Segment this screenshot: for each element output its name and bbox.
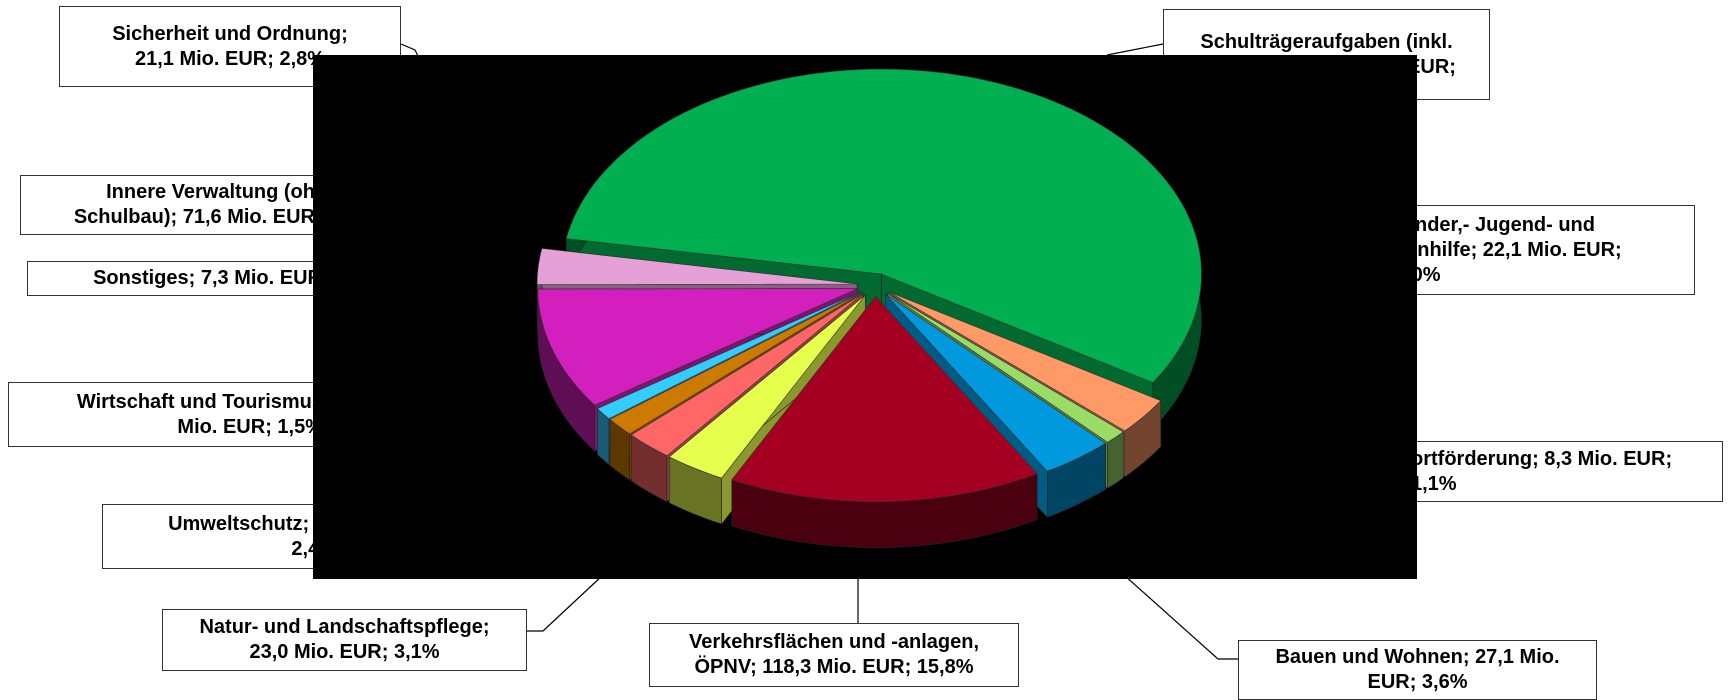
slice — [887, 292, 1124, 443]
slice — [889, 291, 1162, 432]
data-label: Sicherheit und Ordnung; 21,1 Mio. EUR; 2,… — [59, 6, 401, 87]
slice — [536, 248, 858, 285]
slice — [885, 294, 1107, 472]
slice — [565, 68, 1202, 383]
label-line: Verkehrsflächen und -anlagen, — [688, 631, 980, 653]
slice — [537, 288, 858, 406]
leader-line — [1106, 43, 1164, 56]
label-line: Natur- und Landschaftspflege; — [199, 616, 490, 638]
leader-line — [1123, 574, 1238, 660]
label-line: Umweltschutz; 17 — [168, 512, 337, 535]
data-label: Verkehrsflächen und -anlagen, ÖPNV; 118,3… — [649, 623, 1019, 687]
leader-line — [527, 574, 604, 632]
data-label: Innere Verwaltung (oh Schulbau); 71,6 Mio… — [20, 175, 320, 235]
label-line: Schulträgeraufgaben (inkl. — [1200, 30, 1453, 53]
data-label: Natur- und Landschaftspflege; 23,0 Mio. E… — [162, 609, 527, 671]
label-line: ortförderung; 8,3 Mio. EUR; — [1411, 447, 1673, 470]
label-line: Kinder,- Jugend- und — [1395, 213, 1595, 236]
label-line: Schulbau); 71,6 Mio. EUR — [73, 206, 315, 228]
label-line: Wirtschaft und Tourismus — [76, 390, 323, 413]
data-label: Wirtschaft und Tourismus Mio. EUR; 1,5% — [8, 382, 328, 447]
label-line: Mio. EUR; 1,5% — [177, 415, 323, 438]
data-label: ortförderung; 8,3 Mio. EUR; 1,1% — [1406, 441, 1723, 502]
label-line: 1,1% — [1411, 472, 1457, 495]
label-line: Bauen und Wohnen; 27,1 Mio. — [1275, 646, 1560, 668]
data-label: Kinder,- Jugend- und lienhilfe; 22,1 Mio.… — [1390, 205, 1695, 295]
label-line: 21,1 Mio. EUR; 2,8% — [134, 47, 326, 70]
data-label: Sonstiges; 7,3 Mio. EUR — [27, 261, 327, 296]
label-line: Sonstiges; 7,3 Mio. EUR — [93, 267, 322, 289]
slice — [609, 292, 862, 435]
label-line: Innere Verwaltung (oh — [106, 181, 315, 203]
slice — [668, 294, 866, 479]
label-line: lienhilfe; 22,1 Mio. EUR; — [1395, 238, 1622, 261]
slice — [596, 291, 861, 420]
slice — [731, 296, 1038, 503]
label-line: ÖPNV; 118,3 Mio. EUR; 15,8% — [694, 656, 974, 678]
label-line: 23,0 Mio. EUR; 3,1% — [249, 641, 440, 663]
slice — [630, 293, 864, 457]
label-line: Sicherheit und Ordnung; — [112, 22, 348, 45]
label-line: EUR; 3,6% — [1367, 671, 1468, 693]
